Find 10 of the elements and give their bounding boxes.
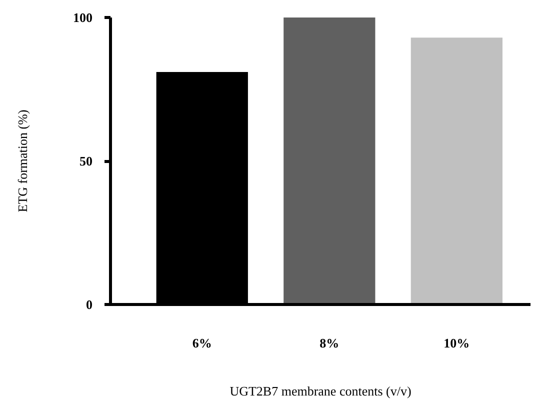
x-axis-title: UGT2B7 membrane contents (v/v) (230, 384, 412, 398)
y-tick-label: 50 (80, 154, 92, 168)
y-tick-label: 100 (73, 10, 92, 25)
x-tick-label: 8% (320, 336, 340, 350)
bar (284, 18, 376, 304)
bar (410, 38, 502, 304)
x-tick-label: 10% (444, 336, 470, 350)
x-tick-label: 6% (192, 336, 212, 350)
y-tick-label: 0 (86, 297, 92, 312)
y-axis-title: ETG formation (%) (15, 110, 30, 212)
